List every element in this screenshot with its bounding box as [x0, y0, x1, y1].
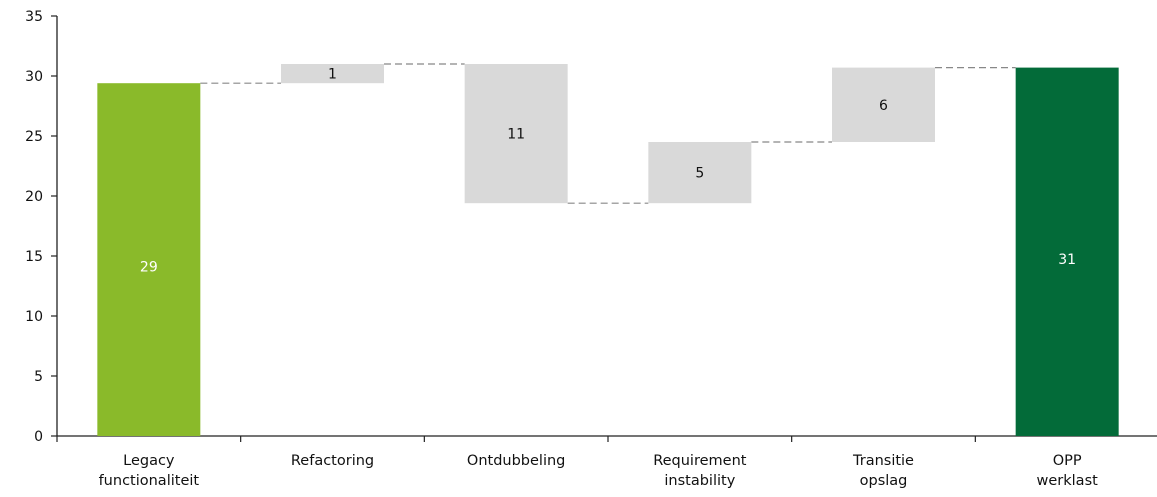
bar-decrease — [464, 64, 568, 204]
x-category-label: Ontdubbeling — [467, 453, 565, 469]
data-label: 11 — [507, 127, 525, 143]
x-category-label: functionaliteit — [99, 473, 200, 489]
x-category-label: Requirement — [653, 453, 747, 469]
y-tick-label: 30 — [25, 69, 43, 85]
data-label: 6 — [879, 98, 888, 114]
bar-increase — [648, 142, 752, 204]
bar-increase — [281, 64, 384, 84]
data-label: 1 — [328, 67, 337, 83]
x-category-label: Legacy — [123, 453, 175, 469]
y-tick-label: 20 — [25, 189, 43, 205]
y-tick-label: 10 — [25, 309, 43, 325]
y-tick-label: 5 — [34, 369, 43, 385]
x-category-label: Refactoring — [291, 453, 374, 469]
bar-increase — [832, 67, 935, 142]
y-tick-label: 15 — [25, 249, 43, 265]
bar-total — [97, 83, 201, 436]
x-category-label: OPP — [1053, 453, 1082, 469]
y-tick-label: 0 — [34, 429, 43, 445]
data-label: 29 — [140, 260, 158, 276]
x-category-label: opslag — [860, 473, 908, 489]
y-tick-label: 35 — [25, 9, 43, 25]
x-category-label: werklast — [1037, 473, 1099, 489]
y-tick-label: 25 — [25, 129, 43, 145]
bar-total — [1015, 67, 1119, 436]
data-label: 5 — [695, 166, 704, 182]
data-label: 31 — [1058, 252, 1076, 268]
x-category-label: Transitie — [852, 453, 914, 469]
x-category-label: instability — [664, 473, 735, 489]
